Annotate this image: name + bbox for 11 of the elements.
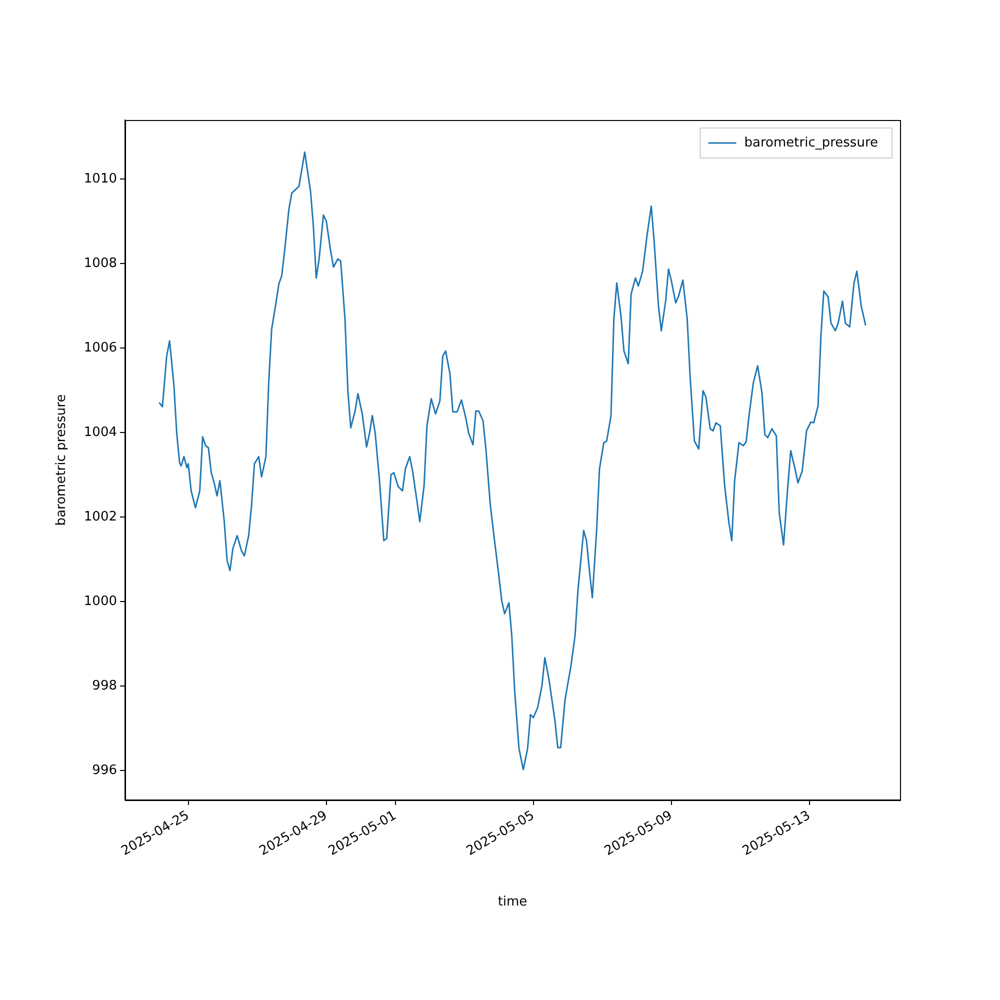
y-tick-label: 1002: [84, 509, 117, 524]
legend-label: barometric_pressure: [744, 135, 878, 150]
y-tick-label: 1010: [84, 172, 117, 187]
y-tick-label: 1004: [84, 424, 117, 440]
y-tick-label: 1006: [84, 340, 117, 356]
y-tick-label: 998: [92, 678, 117, 694]
y-axis-title: barometric pressure: [54, 394, 70, 526]
y-tick-label: 1000: [84, 594, 117, 609]
y-tick-label: 996: [92, 762, 117, 778]
y-tick-label: 1008: [84, 256, 117, 271]
x-axis-title: time: [498, 894, 528, 910]
